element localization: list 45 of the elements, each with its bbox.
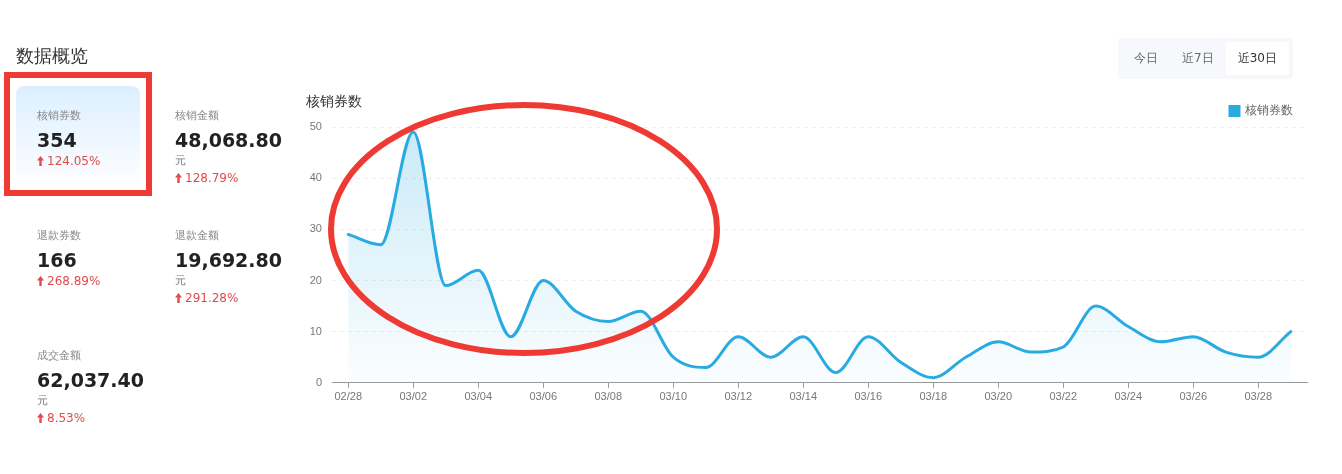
text: 354	[37, 129, 77, 151]
x-tick-label: 03/08	[594, 390, 623, 403]
x-tick-label: 03/04	[464, 390, 493, 403]
x-tick-label: 03/16	[854, 390, 883, 403]
text: 268.89%	[47, 274, 101, 288]
category-label: 核销金额	[175, 108, 220, 123]
text: 19,692.80	[175, 249, 282, 271]
text: 数据概览	[16, 44, 88, 68]
y-tick-label: 50	[309, 120, 322, 133]
text: 124.05%	[47, 154, 101, 168]
text: 166	[37, 249, 77, 271]
x-tick-label: 03/06	[529, 390, 558, 403]
x-tick-label: 03/22	[1049, 390, 1078, 403]
chart-title: 核销券数	[306, 93, 362, 111]
text: 今日	[1133, 50, 1159, 67]
category-label: 核销券数	[37, 108, 82, 123]
x-tick-label: 03/02	[399, 390, 428, 403]
category-label: 退款金额	[175, 228, 220, 243]
x-tick-label: 02/28	[334, 390, 363, 403]
y-tick-label: 10	[309, 324, 322, 337]
x-tick-label: 03/12	[724, 390, 753, 403]
x-tick-label: 03/24	[1114, 390, 1143, 403]
x-tick-label: 03/28	[1244, 390, 1273, 403]
text: 元	[175, 154, 186, 167]
y-tick-label: 30	[309, 222, 322, 235]
x-tick-label: 03/10	[659, 390, 688, 403]
text: 62,037.40	[37, 369, 144, 391]
legend-label: 核销券数	[1244, 103, 1293, 118]
category-label: 成交金额	[37, 348, 82, 363]
text: 元	[37, 394, 48, 407]
y-tick-label: 0	[315, 375, 322, 388]
x-tick-label: 03/26	[1179, 390, 1208, 403]
category-label: 退款券数	[37, 228, 82, 243]
x-tick-label: 03/18	[919, 390, 948, 403]
text: 8.53%	[47, 411, 86, 425]
x-tick-label: 03/14	[789, 390, 818, 403]
text: 近30日	[1225, 42, 1289, 75]
text: 128.79%	[185, 171, 239, 185]
text: 元	[175, 274, 186, 287]
text: 近7日	[1181, 50, 1215, 67]
text: 48,068.80	[175, 129, 282, 151]
y-tick-label: 40	[309, 171, 322, 184]
text: 291.28%	[185, 291, 239, 305]
y-tick-label: 20	[309, 273, 322, 286]
x-tick-label: 03/20	[984, 390, 1013, 403]
